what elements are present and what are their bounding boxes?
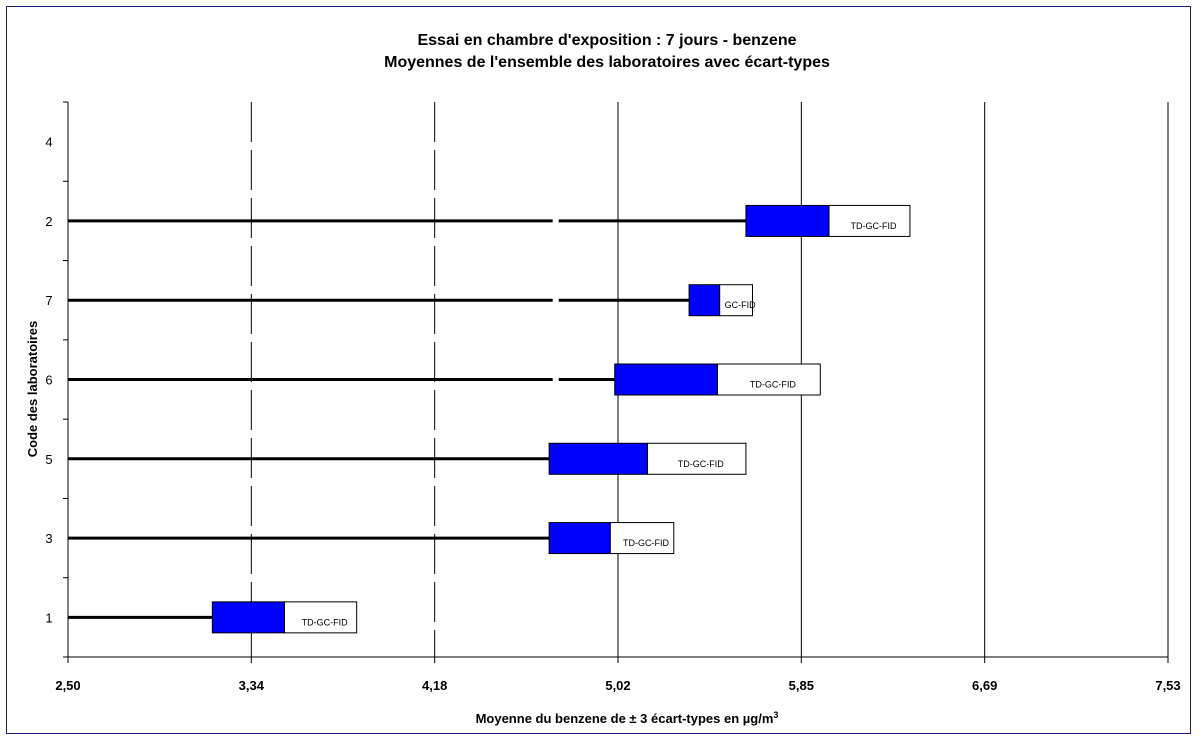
x-tick-label: 6,69: [972, 678, 997, 693]
method-label: TD-GC-FID: [750, 380, 796, 390]
chart-title-line-2: Moyennes de l'ensemble des laboratoires …: [384, 54, 830, 71]
x-tick-label: 4,18: [422, 678, 447, 693]
chart-title-line-1: Essai en chambre d'exposition : 7 jours …: [417, 32, 796, 49]
y-tick-label: 5: [45, 452, 52, 467]
x-tick-label: 7,53: [1155, 678, 1180, 693]
method-label: TD-GC-FID: [302, 617, 348, 627]
y-tick-label: 4: [45, 135, 52, 150]
x-axis-title-text: Moyenne du benzene de ± 3 écart-types en…: [476, 711, 774, 726]
y-tick-label: 1: [45, 610, 52, 625]
y-axis-title: Code des laboratoires: [25, 321, 40, 458]
x-tick-label: 3,34: [239, 678, 265, 693]
box-upper-half: [609, 522, 675, 555]
y-tick-label: 2: [45, 214, 52, 229]
box-upper-half: [717, 363, 821, 396]
x-tick-label: 5,85: [789, 678, 814, 693]
box-upper-half: [284, 601, 358, 634]
box-upper-half: [719, 284, 753, 317]
x-tick-label: 5,02: [605, 678, 630, 693]
box-lower-half: [548, 442, 649, 475]
method-label: TD-GC-FID: [678, 459, 724, 469]
box-upper-half: [828, 204, 911, 237]
x-axis-title-superscript: 3: [773, 710, 778, 720]
box-lower-half: [688, 284, 721, 317]
box-lower-half: [745, 204, 830, 237]
y-tick-label: 3: [45, 531, 52, 546]
y-tick-label: 6: [45, 373, 52, 388]
chart-frame: Essai en chambre d'exposition : 7 jours …: [6, 6, 1191, 734]
method-label: TD-GC-FID: [623, 538, 669, 548]
method-label: GC-FID: [725, 300, 756, 310]
chart-svg: Essai en chambre d'exposition : 7 jours …: [25, 32, 1181, 726]
x-axis-title: Moyenne du benzene de ± 3 écart-types en…: [476, 710, 779, 726]
axes: [63, 101, 1169, 663]
box-upper-half: [647, 442, 747, 475]
box-lower-half: [614, 363, 719, 396]
x-tick-label: 2,50: [55, 678, 80, 693]
plot-marks: TD-GC-FID TD-GC-FID TD-GC-FID TD-GC-FID GC-F…: [68, 204, 911, 634]
tick-labels: 2,50 3,34 4,18 5,02 5,85 6,69 7,53 1 3 5 6 7 2 4: [45, 135, 1180, 693]
box-lower-half: [548, 522, 611, 555]
method-label: TD-GC-FID: [850, 221, 896, 231]
y-tick-label: 7: [45, 293, 52, 308]
box-lower-half: [211, 601, 286, 634]
